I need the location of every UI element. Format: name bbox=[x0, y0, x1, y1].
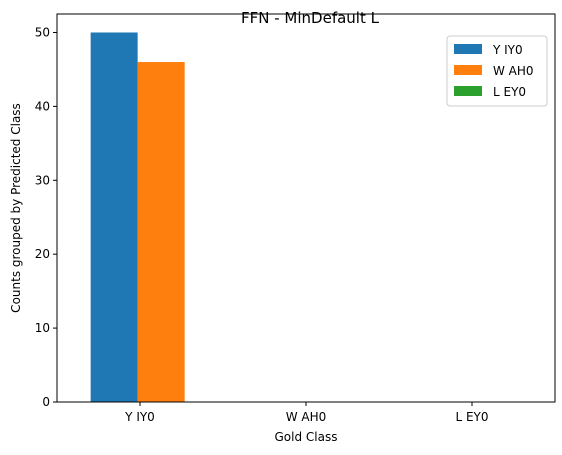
x-tick-label: L EY0 bbox=[455, 410, 488, 424]
legend-label: L EY0 bbox=[493, 85, 526, 99]
y-tick-label: 0 bbox=[42, 395, 50, 409]
x-axis-ticks: Y IY0 W AH0 L EY0 bbox=[124, 402, 489, 424]
y-axis-label: Counts grouped by Predicted Class bbox=[9, 103, 23, 313]
plot-frame bbox=[56, 13, 556, 403]
y-tick-label: 30 bbox=[35, 173, 50, 187]
y-tick-label: 20 bbox=[35, 247, 50, 261]
legend-swatch bbox=[454, 86, 482, 96]
x-tick-label: Y IY0 bbox=[124, 410, 155, 424]
bar bbox=[137, 62, 185, 403]
y-tick-label: 10 bbox=[35, 321, 50, 335]
legend-label: Y IY0 bbox=[492, 43, 523, 57]
y-tick-label: 40 bbox=[35, 99, 50, 113]
y-tick-label: 50 bbox=[35, 25, 50, 39]
x-tick-label: W AH0 bbox=[286, 410, 327, 424]
legend-swatch bbox=[454, 65, 482, 75]
chart-title: FFN - MinDefault L bbox=[241, 9, 380, 27]
bar bbox=[90, 32, 138, 402]
x-axis-label: Gold Class bbox=[275, 430, 338, 444]
legend-label: W AH0 bbox=[493, 64, 534, 78]
plot-marks bbox=[90, 32, 185, 403]
y-axis-ticks: 0 10 20 30 40 50 bbox=[35, 25, 57, 409]
legend-swatch bbox=[454, 44, 482, 54]
legend: Y IY0 W AH0 L EY0 bbox=[446, 35, 548, 107]
